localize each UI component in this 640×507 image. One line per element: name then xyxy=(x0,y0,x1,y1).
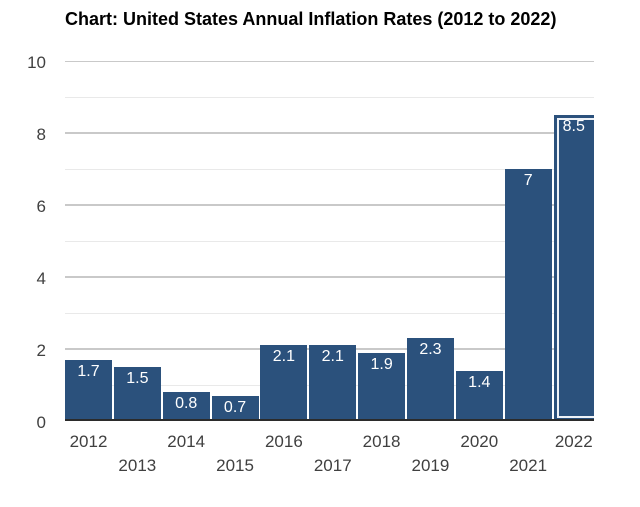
x-tick-label-2013: 2013 xyxy=(118,456,157,475)
bar-2014[interactable] xyxy=(162,392,210,421)
x-tick-label-2016: 2016 xyxy=(264,432,303,451)
major-gridline xyxy=(65,132,594,134)
x-axis-baseline xyxy=(65,419,594,421)
x-tick-label-2022: 2022 xyxy=(554,432,593,451)
bar-2019[interactable] xyxy=(406,338,454,421)
x-tick-label-2015: 2015 xyxy=(216,456,254,475)
bar-2017[interactable] xyxy=(309,345,357,421)
bar-2013[interactable] xyxy=(113,367,161,421)
major-gridline xyxy=(65,276,594,278)
minor-gridline xyxy=(65,241,594,242)
x-tick-label-2012: 2012 xyxy=(69,432,108,451)
x-tick-label-2017: 2017 xyxy=(313,456,352,475)
major-gridline xyxy=(65,204,594,206)
minor-gridline xyxy=(65,97,594,98)
minor-gridline xyxy=(65,169,594,170)
bar-2020[interactable] xyxy=(455,370,503,421)
y-tick-label-0: 0 xyxy=(36,413,46,432)
bar-2015[interactable] xyxy=(211,395,259,421)
y-tick-label-8: 8 xyxy=(36,125,46,144)
plot-area: 1.7 1.5 0.8 0.7 2.1 2.1 1.9 2.3 1.4 7 8.5 xyxy=(65,61,594,421)
x-tick-label-2020: 2020 xyxy=(460,432,499,451)
y-tick-label-4: 4 xyxy=(36,269,46,288)
major-gridline xyxy=(65,61,594,62)
y-tick-label-10: 10 xyxy=(27,53,46,72)
bar-2021[interactable] xyxy=(504,169,552,421)
minor-gridline xyxy=(65,313,594,314)
y-tick-label-6: 6 xyxy=(36,197,46,216)
bar-highlight-border xyxy=(556,118,594,418)
bar-2016[interactable] xyxy=(260,345,308,421)
x-tick-label-2014: 2014 xyxy=(167,432,206,451)
x-tick-label-2021: 2021 xyxy=(509,456,548,475)
y-tick-label-2: 2 xyxy=(36,341,46,360)
x-tick-label-2019: 2019 xyxy=(411,456,450,475)
x-tick-label-2018: 2018 xyxy=(362,432,401,451)
bar-2022[interactable] xyxy=(553,115,594,421)
bar-2012[interactable] xyxy=(65,359,112,421)
bar-2018[interactable] xyxy=(358,352,406,421)
chart-title: Chart: United States Annual Inflation Ra… xyxy=(65,9,557,29)
